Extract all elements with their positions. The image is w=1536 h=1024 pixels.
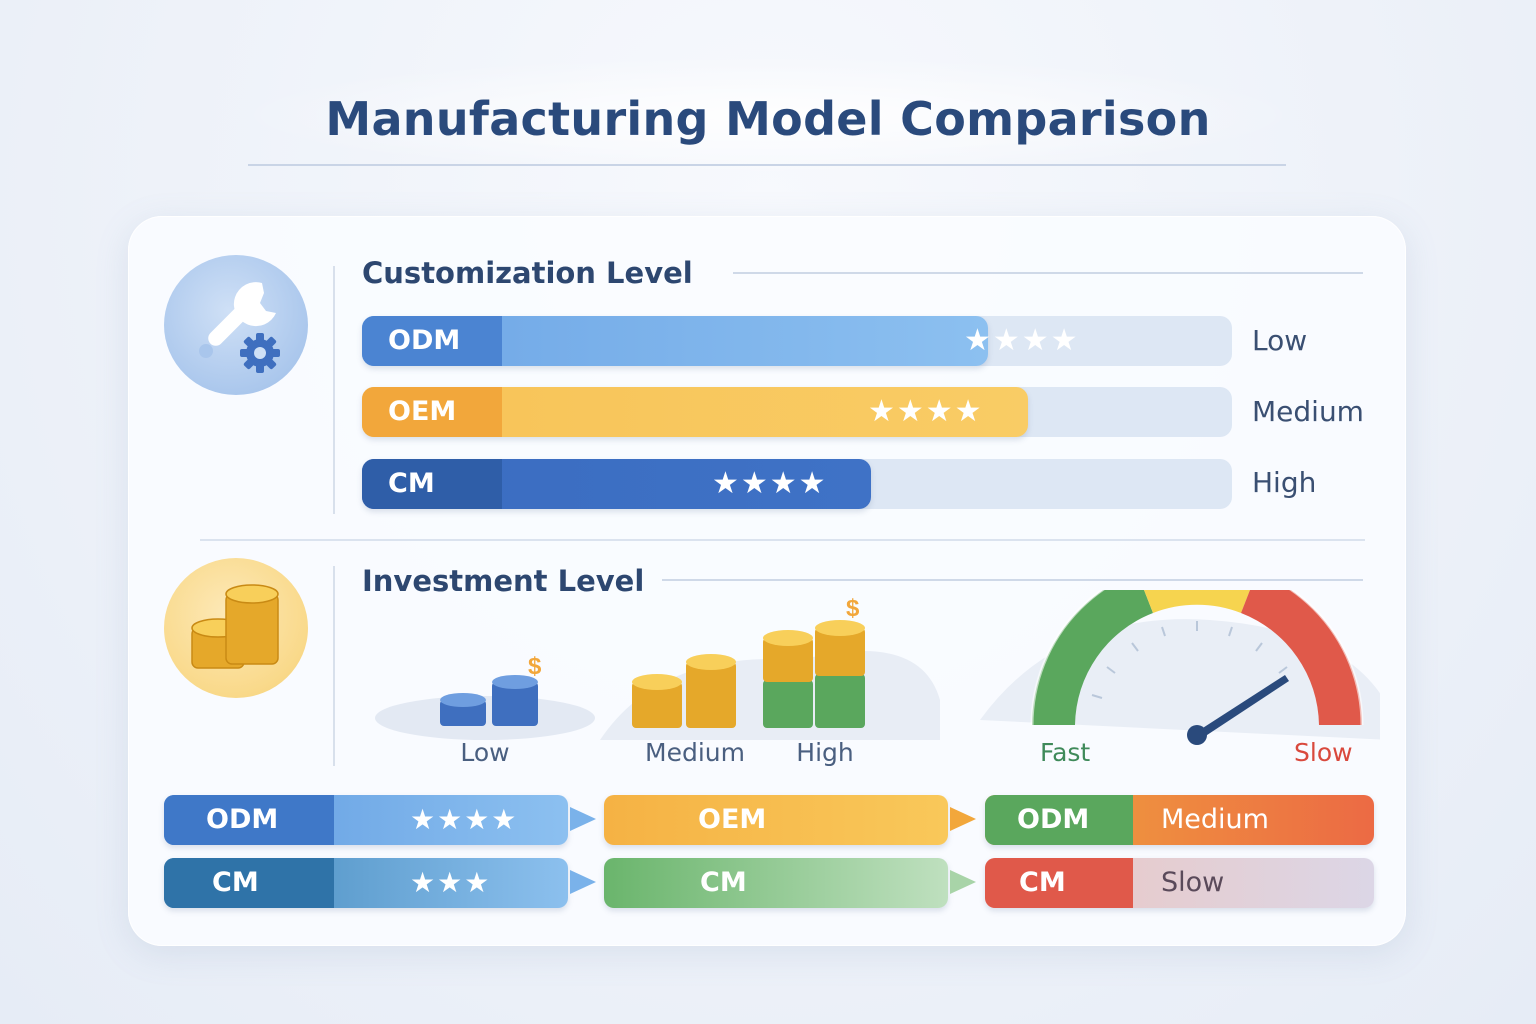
chip-tag: CM	[164, 858, 334, 908]
chip-tag: ODM	[985, 795, 1133, 845]
gauge-label-slow: Slow	[1294, 738, 1353, 767]
chip-tag: OEM	[698, 804, 767, 835]
dollar-sign: $	[846, 595, 860, 622]
section-divider-bottom	[333, 566, 335, 766]
coins-icon	[164, 558, 308, 698]
investment-label-high: High	[796, 738, 854, 767]
summary-chip-odm-medium: ODM Medium	[985, 795, 1374, 845]
customization-heading: Customization Level	[362, 256, 693, 290]
customization-heading-rule	[733, 272, 1363, 274]
bar-tag-odm: ODM	[362, 316, 502, 366]
star-rating: ★★★★	[964, 323, 1080, 358]
star-rating: ★★★★	[712, 466, 828, 501]
summary-chip-cm-stars: CM ★★★	[164, 858, 568, 908]
chip-tag: CM	[985, 858, 1133, 908]
arrow-right-icon	[950, 807, 976, 831]
gauge-label-fast: Fast	[1040, 738, 1091, 767]
section-divider-top	[333, 266, 335, 514]
arrow-right-icon	[570, 807, 596, 831]
bar-tag-cm: CM	[362, 459, 502, 509]
investment-label-medium: Medium	[645, 738, 745, 767]
summary-chip-cm-slow: CM Slow	[985, 858, 1374, 908]
low-coin-stack: $	[440, 653, 542, 726]
arrow-right-icon	[950, 870, 976, 894]
investment-illustration: $ $	[375, 590, 1380, 745]
star-rating: ★★★★	[410, 803, 519, 836]
section-separator	[200, 539, 1365, 541]
title-rule	[248, 164, 1286, 166]
customization-bar-odm: ODM ★★★★	[362, 316, 1232, 366]
chip-tag: CM	[700, 867, 747, 898]
page-title: Manufacturing Model Comparison	[325, 92, 1211, 146]
star-rating: ★★★★	[868, 394, 984, 429]
dollar-sign: $	[528, 653, 542, 680]
investment-heading: Investment Level	[362, 564, 645, 598]
customization-bar-oem: OEM ★★★★	[362, 387, 1232, 437]
summary-chip-cm-green: CM	[604, 858, 948, 908]
customization-level-odm: Low	[1252, 324, 1308, 357]
speed-gauge	[1030, 590, 1364, 745]
chip-value: Slow	[1161, 867, 1225, 898]
investment-label-low: Low	[460, 738, 510, 767]
customization-level-cm: High	[1252, 466, 1317, 499]
summary-chip-oem: OEM	[604, 795, 948, 845]
customization-bar-cm: CM ★★★★	[362, 459, 1232, 509]
star-rating: ★★★	[410, 866, 492, 899]
summary-chip-odm-stars: ODM ★★★★	[164, 795, 568, 845]
title-glow	[230, 55, 1306, 175]
bar-tag-oem: OEM	[362, 387, 502, 437]
arrow-right-icon	[570, 870, 596, 894]
customization-level-oem: Medium	[1252, 395, 1364, 428]
wrench-gear-icon	[164, 255, 308, 395]
chip-tag: ODM	[164, 795, 334, 845]
investment-heading-rule	[662, 579, 1363, 581]
high-coin-stack: $	[763, 595, 865, 728]
medium-coin-stack	[632, 654, 736, 728]
chip-value: Medium	[1161, 804, 1269, 835]
